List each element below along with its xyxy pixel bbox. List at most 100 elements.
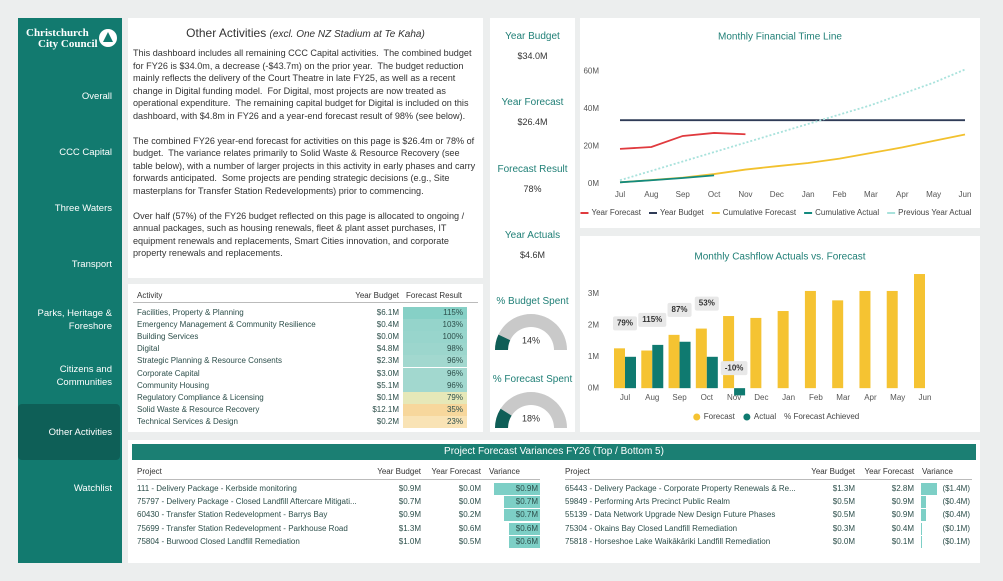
x-tick-label: Mar [836,393,850,402]
activity-budget: $4.8M [376,344,399,354]
x-tick-label: Feb [809,393,823,402]
activity-budget: $0.0M [376,332,399,342]
legend-label: Actual [754,412,776,421]
forecast-result: 100% [403,331,467,344]
legend-label: Year Budget [660,208,705,217]
line-chart-panel [580,18,980,228]
variance-title: Project Forecast Variances FY26 (Top / B… [444,446,664,457]
project-name: 75804 - Burwood Closed Landfill Remediat… [137,536,300,546]
achieved-label: -10% [720,361,748,376]
intro-title-text: Other Activities [186,26,267,40]
year-budget: $0.5M [832,510,855,520]
forecast-result: 35% [403,403,467,416]
variance-value: ($0.1M) [942,523,970,533]
nav-item[interactable]: CCC Capital [59,146,112,158]
legend-label: Previous Year Actual [898,208,972,217]
activity-budget: $0.4M [376,320,399,330]
kpi-label: Forecast Result [497,163,568,175]
project-name: 111 - Delivery Package - Kerbside monito… [137,484,297,493]
nav-item[interactable]: Watchlist [73,482,112,494]
nav-item[interactable]: Other Activities [48,426,112,438]
nav-item[interactable]: Parks, Heritage & Foreshore [37,308,112,332]
y-tick-label: 40M [583,104,599,113]
intro-paragraph: The combined FY26 year-end forecast for … [133,135,478,196]
bar [832,300,844,389]
year-forecast: $0.6M [458,523,481,533]
activity-name: Building Services [137,332,199,342]
kpi-label: Year Budget [505,31,560,42]
year-budget: $0.3M [832,523,855,533]
kpi-label: Year Forecast [501,97,564,109]
nav-item[interactable]: Three Waters [54,202,112,214]
year-forecast: $0.4M [891,523,914,533]
achieved-label: 53% [694,296,719,311]
activity-name: Community Housing [137,380,210,390]
achieved-value: 115% [642,315,662,324]
bar [914,274,925,389]
nav-item[interactable]: Overall [81,90,112,102]
logo-icon [99,29,117,47]
legend: Forecast Actual % Forecast Achieved [693,412,859,421]
x-tick-label: May [926,190,941,199]
chart-title: Monthly Financial Time Line [718,32,842,43]
achieved-label: 79% [612,316,638,331]
project-name: 75797 - Delivery Package - Closed Landfi… [137,497,357,507]
kpi-value: $34.0M [517,51,548,61]
variance-bar [504,496,540,509]
variance-bar [921,509,926,522]
x-tick-label: Aug [644,190,658,199]
year-forecast: $0.9M [891,497,914,507]
activity-name: Digital [137,344,160,354]
variance-bar [921,522,923,535]
y-tick-label: 2M [588,321,599,330]
column-header: Year Budget [377,467,421,476]
intro-title: Other Activities (excl. One NZ Stadium a… [128,26,483,40]
bar [886,290,898,389]
line-series [619,174,715,184]
nav-item[interactable]: Citizens and Communities [56,364,112,388]
table-header: Year Budget [355,291,399,300]
line-series [619,68,966,182]
project-name: 59849 - Performing Arts Precinct Public … [565,497,730,507]
x-tick-label: Dec [770,190,784,199]
sidebar [18,18,122,563]
year-budget: $0.5M [832,497,855,507]
column-header: Variance [922,467,953,476]
activity-name: Facilities, Property & Planning [137,308,244,317]
bar [723,316,735,389]
x-tick-label: Oct [701,393,714,402]
x-tick-label: Jan [802,190,815,199]
forecast-result: 96% [403,355,467,368]
x-tick-label: Aug [645,393,659,402]
forecast-result: 96% [403,367,467,380]
kpi-value: $4.6M [519,249,545,260]
variance-value: $0.7M [515,497,538,507]
bar [625,356,636,389]
bar [804,290,816,389]
legend: Year Forecast Year Budget Cumulative Forec… [580,208,972,217]
column-header: Project [565,467,590,476]
project-name: 65443 - Delivery Package - Corporate Pro… [565,484,796,493]
label-box [720,361,748,376]
intro-panel [128,18,483,278]
label-box [612,316,638,331]
activity-budget: $0.2M [376,416,399,426]
chart-title: Monthly Cashflow Actuals vs. Forecast [694,252,865,263]
activity-budget: $0.1M [376,392,399,402]
x-tick-label: Nov [738,190,752,199]
x-tick-label: Sep [672,393,687,402]
year-budget: $1.3M [398,523,421,533]
project-name: 75304 - Okains Bay Closed Landfill Remed… [565,523,738,533]
variance-bar [509,535,540,548]
forecast-result: 103% [403,319,467,332]
column-header: Year Forecast [431,467,481,476]
nav-item[interactable]: Transport [71,258,112,270]
variance-value: ($0.4M) [942,497,970,507]
x-tick-label: Jan [782,393,795,402]
bar [734,388,746,396]
x-tick-label: Oct [708,190,721,199]
achieved-value: 87% [672,305,688,314]
x-tick-label: Apr [896,190,909,199]
intro-subtitle: (excl. One NZ Stadium at Te Kaha) [269,29,425,40]
variance-panel [128,440,980,563]
